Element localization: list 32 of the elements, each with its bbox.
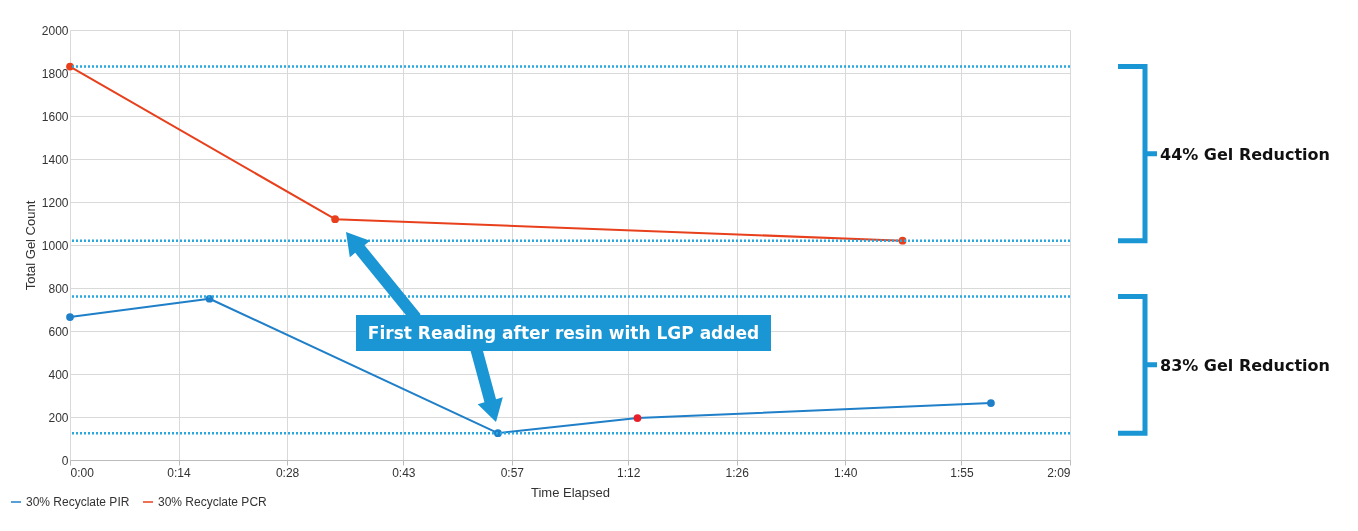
y-tick-label: 800	[48, 281, 69, 296]
y-tick-label: 1800	[41, 66, 69, 81]
text: 83% Gel Reduction	[1160, 355, 1330, 375]
x-tick-label: 0:43	[392, 465, 416, 480]
y-tick-label: 600	[48, 324, 69, 339]
y-tick-label: 1600	[41, 109, 69, 124]
point	[633, 414, 642, 422]
x-tick-label: 1:40	[834, 465, 858, 480]
annotation: First Reading after resin with LGP added	[356, 315, 771, 351]
x-tick-label: 0:00	[70, 465, 95, 480]
y-tick-label: 1000	[41, 238, 69, 253]
y-axis-title: Total Gel Count	[22, 200, 38, 291]
x-tick-label: 0:28	[275, 465, 300, 480]
y-tick-label: 1400	[41, 152, 69, 167]
x-tick-label: 0:14	[167, 465, 192, 480]
y-tick-label: 200	[48, 410, 69, 425]
x-tick-label: 1:55	[950, 465, 974, 480]
x-tick-label: 2:09	[1047, 465, 1071, 480]
y-tick-label: 1200	[41, 195, 69, 210]
legend-label: 30% Recyclate PCR	[158, 495, 268, 509]
x-tick-label: 0:57	[500, 465, 525, 480]
x-axis-title: Time Elapsed	[531, 484, 610, 500]
y-tick-label: 2000	[41, 23, 69, 38]
point	[331, 215, 339, 224]
y-tick-label: 0	[61, 453, 69, 468]
x-tick-label: 1:12	[616, 465, 641, 480]
x-tick-label: 1:26	[725, 465, 750, 480]
text: 44% Gel Reduction	[1160, 144, 1330, 164]
point	[66, 313, 74, 321]
y-tick-label: 400	[48, 367, 69, 382]
point	[987, 399, 995, 407]
legend-label: 30% Recyclate PIR	[26, 495, 130, 509]
